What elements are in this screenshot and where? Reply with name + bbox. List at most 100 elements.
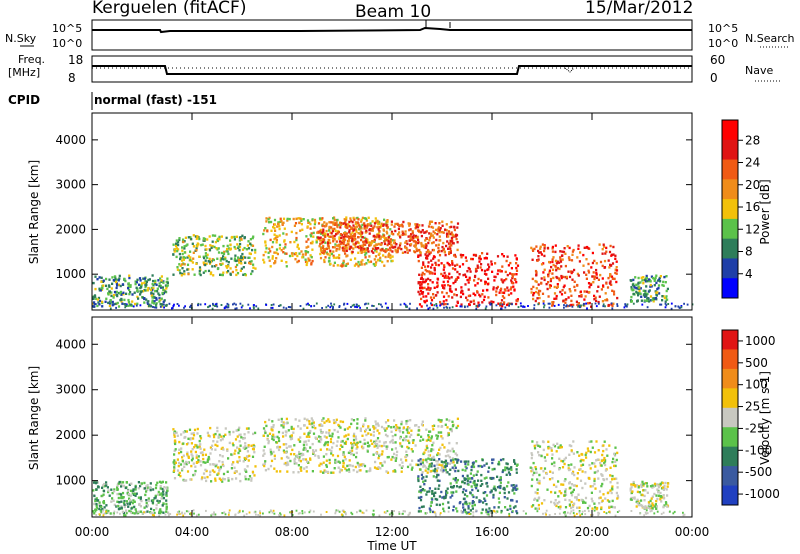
data-cell-2: [440, 425, 443, 428]
data-cell-3: [419, 485, 422, 488]
data-cell-5: [582, 264, 585, 267]
data-cell-2: [297, 464, 300, 467]
data-cell-2: [323, 258, 326, 262]
data-cell-5: [548, 271, 551, 274]
data-cell-3: [361, 231, 364, 234]
data-cell-1: [234, 265, 237, 269]
data-cell-2: [391, 435, 394, 438]
data-cell-4: [533, 444, 536, 448]
data-cell-3: [356, 245, 360, 249]
data-cell-3: [330, 226, 333, 229]
data-cell-5: [540, 277, 543, 280]
ground-scatter-cell: [228, 511, 230, 514]
data-cell-2: [432, 448, 435, 451]
data-cell-0: [152, 279, 155, 283]
ground-scatter-cell: [150, 512, 152, 515]
data-cell-0: [158, 293, 161, 297]
data-cell-3: [439, 227, 442, 230]
data-cell-1: [222, 472, 226, 476]
ground-scatter-cell: [204, 303, 207, 306]
data-cell-5: [647, 501, 650, 504]
data-cell-2: [354, 228, 358, 231]
data-cell-4: [604, 497, 607, 500]
data-cell-0: [103, 482, 106, 486]
data-cell-3: [365, 229, 368, 232]
data-cell-0: [140, 284, 143, 287]
data-cell-4: [597, 477, 600, 480]
data-cell-2: [353, 235, 356, 238]
data-cell-2: [372, 453, 375, 456]
data-cell-1: [201, 453, 204, 457]
data-cell-3: [370, 250, 373, 253]
data-cell-2: [274, 260, 277, 263]
data-cell-5: [636, 490, 639, 494]
data-cell-4: [488, 265, 491, 269]
data-cell-0: [167, 511, 170, 514]
data-cell-0: [143, 281, 146, 285]
data-cell-1: [172, 253, 175, 256]
data-cell-4: [420, 266, 423, 269]
data-cell-6: [650, 275, 653, 278]
colorbar-tick-label: 4: [745, 267, 753, 281]
ground-scatter-cell: [373, 513, 375, 516]
data-cell-4: [567, 464, 570, 467]
data-cell-6: [648, 289, 651, 292]
data-cell-3: [393, 225, 396, 228]
data-cell-0: [98, 299, 102, 303]
data-cell-1: [252, 266, 255, 269]
data-cell-2: [394, 447, 397, 450]
data-cell-3: [422, 480, 425, 483]
data-cell-0: [131, 293, 134, 296]
data-cell-0: [122, 484, 125, 488]
data-cell-5: [654, 503, 657, 506]
data-cell-0: [158, 300, 161, 303]
data-cell-1: [235, 477, 238, 480]
date-title: 15/Mar/2012: [585, 0, 693, 18]
ground-scatter-cell: [113, 510, 116, 513]
data-cell-4: [575, 496, 578, 499]
data-cell-1: [242, 266, 245, 269]
data-cell-2: [303, 467, 306, 470]
data-cell-5: [551, 268, 555, 271]
data-cell-5: [637, 500, 640, 503]
data-cell-3: [421, 477, 424, 480]
data-cell-2: [285, 233, 288, 236]
data-cell-5: [556, 267, 559, 270]
data-cell-4: [511, 275, 514, 278]
data-cell-2: [268, 259, 271, 262]
ground-scatter-cell: [94, 303, 97, 306]
data-cell-5: [562, 285, 565, 289]
ground-scatter-cell: [587, 510, 590, 513]
data-cell-3: [492, 487, 495, 490]
data-cell-5: [558, 279, 561, 282]
data-cell-2: [273, 218, 277, 222]
data-cell-4: [460, 291, 463, 294]
colorbar-swatch: [722, 159, 738, 180]
data-cell-2: [398, 429, 401, 432]
data-cell-5: [630, 496, 633, 500]
data-cell-6: [641, 279, 644, 282]
cpid-value: normal (fast) -151: [94, 93, 217, 107]
data-cell-1: [182, 442, 185, 445]
data-cell-4: [453, 254, 456, 257]
data-cell-1: [220, 263, 223, 266]
data-cell-3: [516, 463, 519, 466]
data-cell-3: [340, 223, 343, 227]
data-cell-1: [216, 473, 219, 476]
data-cell-2: [276, 435, 279, 439]
data-cell-2: [368, 255, 371, 258]
data-cell-2: [356, 216, 359, 220]
data-cell-5: [553, 292, 557, 295]
data-cell-1: [225, 265, 228, 268]
data-cell-1: [210, 246, 213, 249]
nsearch-label: N.Search: [745, 32, 795, 45]
data-cell-3: [497, 506, 500, 509]
ground-scatter-cell: [433, 511, 436, 514]
data-cell-0: [165, 507, 168, 511]
data-cell-2: [441, 470, 444, 474]
data-cell-2: [367, 241, 370, 244]
data-cell-3: [318, 236, 321, 240]
data-cell-1: [232, 430, 235, 434]
data-cell-2: [270, 426, 273, 429]
ground-scatter-cell: [365, 509, 368, 512]
